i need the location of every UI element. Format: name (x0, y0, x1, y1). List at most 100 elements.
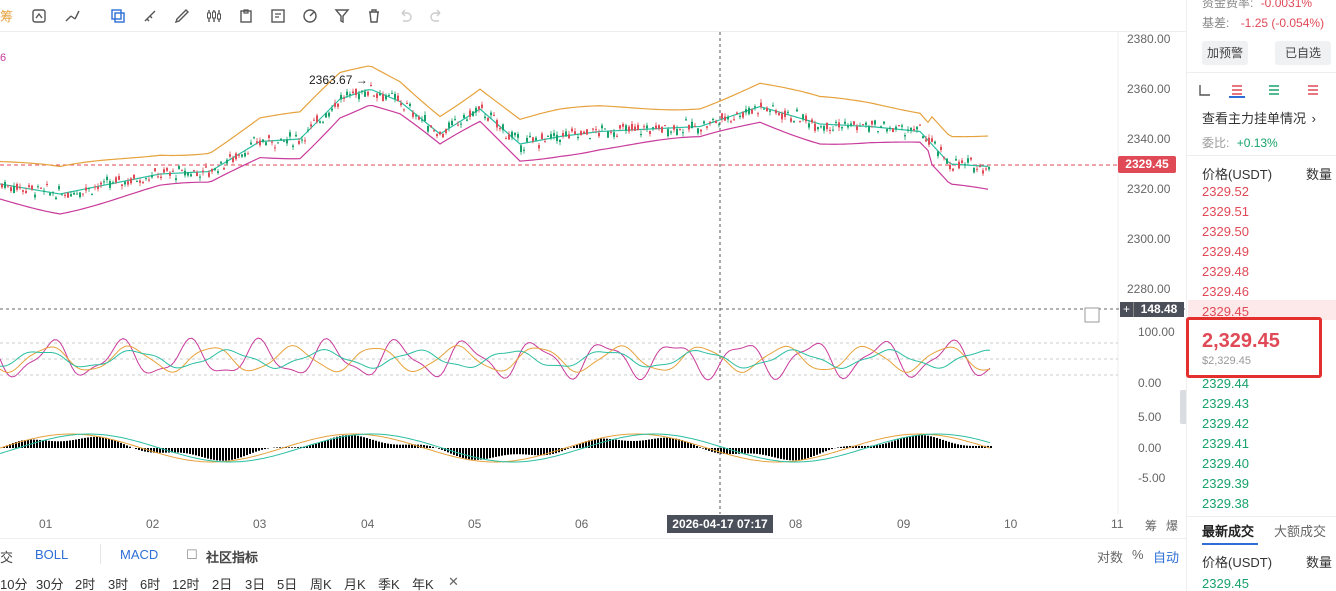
macd-bar (717, 448, 719, 454)
macd-bar (33, 439, 35, 448)
favorited-button[interactable]: 已自选 (1275, 41, 1331, 65)
candle (853, 121, 855, 125)
macd-bar (549, 448, 551, 455)
candle (295, 134, 297, 137)
ask-price[interactable]: 2329.45 (1202, 304, 1249, 319)
bid-price[interactable]: 2329.42 (1202, 416, 1249, 431)
log-scale-toggle[interactable]: 对数 (1097, 550, 1124, 565)
timeframe-item[interactable]: 5日 (277, 577, 298, 591)
x-tick: 06 (575, 517, 589, 531)
candle (760, 102, 762, 107)
bid-price[interactable]: 2329.39 (1202, 476, 1249, 491)
macd-bar (243, 448, 245, 457)
candle (10, 187, 12, 192)
macd-bar (912, 435, 914, 448)
macd-bar (765, 448, 767, 456)
bid-price[interactable]: 2329.38 (1202, 496, 1249, 511)
timeframe-item[interactable]: 2时 (75, 577, 96, 591)
tab-latest-trades[interactable]: 最新成交 (1202, 524, 1255, 539)
ask-price[interactable]: 2329.46 (1202, 284, 1249, 299)
panel-collapse-handle[interactable] (1180, 390, 1188, 424)
price-chart[interactable]: 2380.00 2360.00 2340.00 2320.00 2300.00 2280.… (0, 32, 1186, 514)
percent-scale-toggle[interactable]: % (1132, 547, 1144, 562)
indicator-macd[interactable]: MACD (120, 547, 159, 562)
candle (784, 110, 786, 117)
bid-price[interactable]: 2329.40 (1202, 456, 1249, 471)
candle-icon[interactable] (202, 4, 226, 28)
chip-button[interactable]: 筹 (1145, 519, 1158, 533)
timeframe-item[interactable]: 3日 (245, 577, 266, 591)
ask-price[interactable]: 2329.48 (1202, 264, 1249, 279)
depth-asks-icon[interactable] (1305, 82, 1321, 98)
indicator-boll[interactable]: BOLL (35, 547, 69, 562)
ruler-icon[interactable] (138, 4, 162, 28)
depth-bids-icon[interactable] (1266, 82, 1282, 98)
timeframe-item[interactable]: 6时 (140, 577, 161, 591)
candle (46, 183, 48, 185)
current-price-box: 2,329.45 $2,329.45 (1186, 317, 1322, 378)
bid-price[interactable]: 2329.44 (1202, 376, 1249, 391)
candle (613, 132, 615, 137)
timeframe-item[interactable]: 年K (412, 577, 434, 591)
macd-bar (669, 437, 671, 448)
community-icon[interactable]: ☐ (186, 547, 198, 562)
trash-icon[interactable] (362, 4, 386, 28)
candle (616, 135, 618, 137)
magnet-icon[interactable] (60, 4, 84, 28)
macd-bar (648, 439, 650, 448)
main-orders-link[interactable]: 查看主力挂单情况 › (1202, 111, 1316, 126)
community-indicators[interactable]: 社区指标 (206, 550, 259, 565)
ask-price[interactable]: 2329.52 (1202, 184, 1249, 199)
timeframe-item[interactable]: 周K (310, 577, 332, 591)
candle (76, 193, 78, 195)
timeframe-item[interactable]: 季K (378, 577, 400, 591)
liquidation-button[interactable]: 爆 (1166, 519, 1179, 533)
settings-icon[interactable] (27, 4, 51, 28)
ask-price[interactable]: 2329.50 (1202, 224, 1249, 239)
indicator-vol[interactable]: 交 (0, 550, 14, 565)
timeframe-item[interactable]: 10分 (0, 577, 28, 591)
trades-view-icon[interactable] (1197, 82, 1213, 98)
candle (97, 186, 99, 189)
trade-qty-header: 数量 (1306, 555, 1333, 570)
ask-price[interactable]: 2329.49 (1202, 244, 1249, 259)
add-icon[interactable]: + (1120, 302, 1134, 317)
depth-both-icon[interactable] (1229, 82, 1245, 98)
funding-rate-label: 资金费率: -0.0031% (1202, 0, 1313, 10)
candle (343, 97, 345, 99)
ask-price[interactable]: 2329.51 (1202, 204, 1249, 219)
candle (205, 166, 207, 168)
candle (319, 121, 321, 123)
add-alert-button[interactable]: 加预警 (1202, 41, 1248, 65)
close-icon[interactable]: ✕ (448, 574, 459, 589)
macd-bar (582, 442, 584, 448)
measure-icon[interactable] (298, 4, 322, 28)
candle (244, 153, 246, 157)
timeframe-item[interactable]: 30分 (36, 577, 64, 591)
bid-price[interactable]: 2329.41 (1202, 436, 1249, 451)
timeframe-item[interactable]: 月K (344, 577, 366, 591)
filter-icon[interactable] (330, 4, 354, 28)
macd-bar (420, 444, 422, 448)
timeframe-item[interactable]: 12时 (172, 577, 200, 591)
candle (307, 129, 309, 131)
bid-price[interactable]: 2329.43 (1202, 396, 1249, 411)
tab-large-trades[interactable]: 大额成交 (1274, 524, 1327, 539)
candle (91, 194, 93, 196)
crosshair-value-tag[interactable]: + 148.48 (1120, 302, 1184, 317)
timeframe-item[interactable]: 3时 (108, 577, 129, 591)
macd-bar (519, 448, 521, 455)
note-icon[interactable] (266, 4, 290, 28)
clipboard-icon[interactable] (234, 4, 258, 28)
auto-scale-toggle[interactable]: 自动 (1153, 550, 1180, 565)
candle (331, 108, 333, 111)
candle (862, 124, 864, 126)
undo-icon[interactable] (393, 4, 417, 28)
timeframe-item[interactable]: 2日 (212, 577, 233, 591)
chip-distribution-label[interactable]: 筹 (0, 9, 14, 24)
redo-icon[interactable] (425, 4, 449, 28)
candle (715, 120, 717, 124)
copy-icon[interactable] (106, 4, 130, 28)
brush-icon[interactable] (170, 4, 194, 28)
macd-bar (252, 448, 254, 453)
